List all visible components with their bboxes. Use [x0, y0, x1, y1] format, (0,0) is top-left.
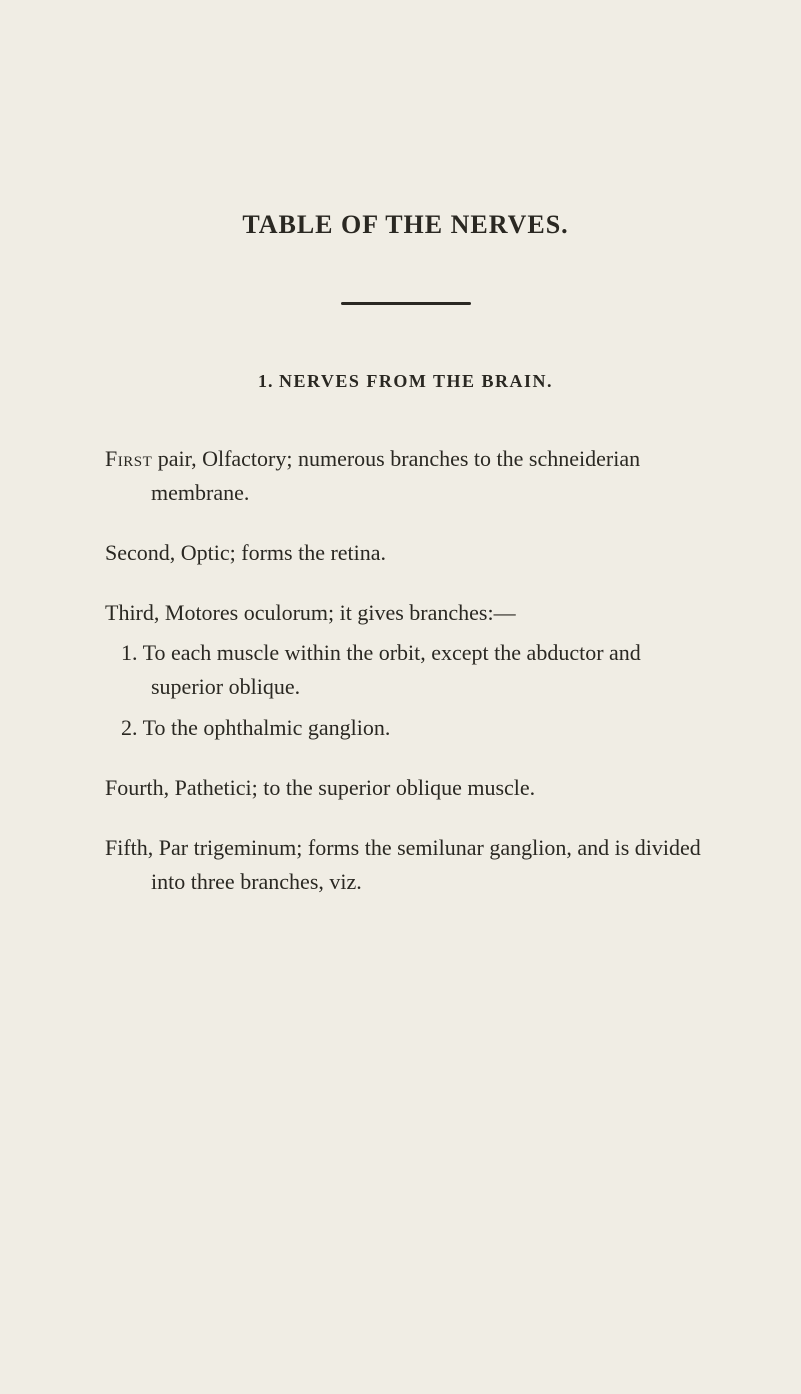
entry-rest-first: pair, Olfactory; numerous branches to th…: [151, 446, 640, 505]
entry-lead-first: First: [105, 446, 152, 471]
entry-third-sub-2: 2. To the ophthalmic ganglion.: [105, 711, 706, 745]
entry-second: Second, Optic; forms the retina.: [105, 536, 706, 570]
entry-fourth: Fourth, Pathetici; to the superior obliq…: [105, 771, 706, 805]
section-number: 1.: [258, 371, 274, 391]
entry-first: First pair, Olfactory; numerous branches…: [105, 442, 706, 510]
entry-third-lead: Third, Motores oculorum; it gives branch…: [105, 596, 706, 630]
horizontal-rule: [341, 302, 471, 305]
section-label: NERVES FROM THE BRAIN.: [279, 371, 553, 391]
entry-third: Third, Motores oculorum; it gives branch…: [105, 596, 706, 744]
page-title: TABLE OF THE NERVES.: [105, 210, 706, 240]
entry-third-sub-1: 1. To each muscle within the orbit, exce…: [105, 636, 706, 704]
section-heading: 1. NERVES FROM THE BRAIN.: [105, 371, 706, 392]
entry-fifth: Fifth, Par trigeminum; forms the semilun…: [105, 831, 706, 899]
